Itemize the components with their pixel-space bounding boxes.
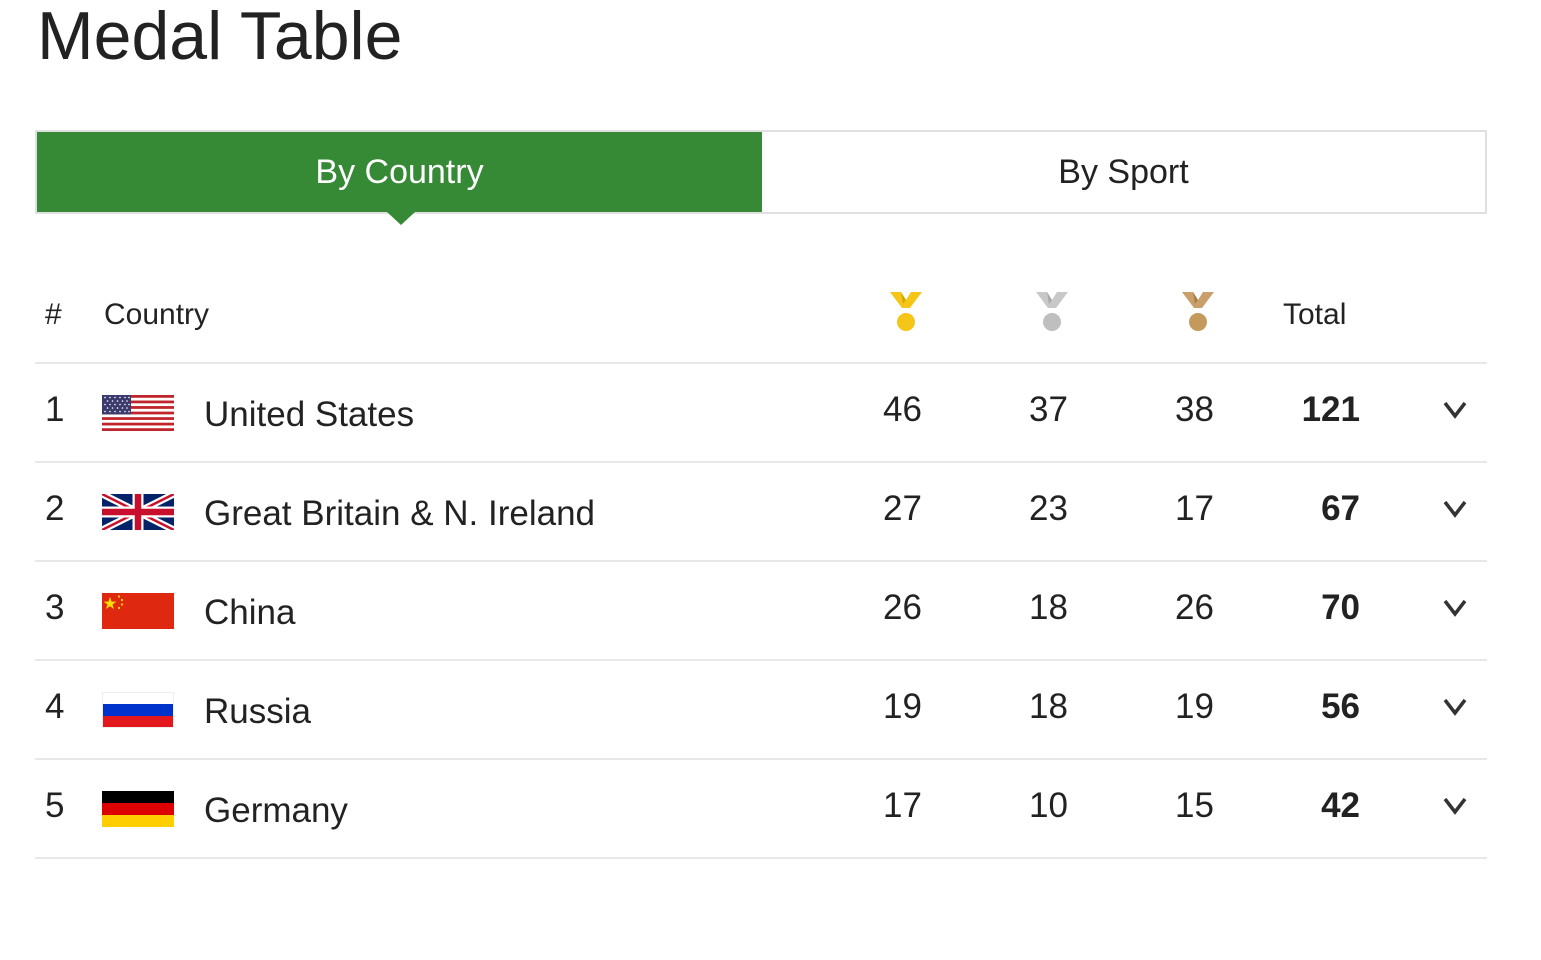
- silver-count: 23: [1029, 488, 1068, 528]
- total-count: 56: [1321, 686, 1360, 726]
- ru-flag-icon: [102, 691, 174, 728]
- expand-button[interactable]: [1435, 658, 1475, 755]
- chevron-down-icon: [1443, 599, 1467, 617]
- rank: 5: [45, 785, 65, 825]
- country-name: Russia: [204, 691, 311, 731]
- flag-cell: [102, 364, 176, 461]
- bronze-count: 38: [1175, 389, 1214, 429]
- expand-button[interactable]: [1435, 757, 1475, 854]
- header-silver: [1004, 268, 1099, 362]
- tab-by-sport[interactable]: By Sport: [762, 132, 1485, 212]
- flag-cell: [102, 661, 176, 758]
- bronze-count: 17: [1175, 488, 1214, 528]
- silver-medal-icon: [1035, 292, 1068, 331]
- country-name: Germany: [204, 790, 348, 830]
- expand-button[interactable]: [1435, 559, 1475, 656]
- tab-by-sport-label: By Sport: [1058, 152, 1189, 191]
- silver-count: 18: [1029, 686, 1068, 726]
- total-count: 121: [1301, 389, 1360, 429]
- expand-button[interactable]: [1435, 361, 1475, 458]
- country-name: China: [204, 592, 296, 632]
- medal-table: # Country Total 1: [35, 268, 1487, 859]
- cn-flag-icon: [102, 592, 174, 629]
- rank: 1: [45, 389, 65, 429]
- gold-count: 26: [883, 587, 922, 627]
- bronze-medal-icon: [1181, 292, 1214, 331]
- gold-count: 19: [883, 686, 922, 726]
- bronze-count: 26: [1175, 587, 1214, 627]
- chevron-down-icon: [1443, 500, 1467, 518]
- header-rank: #: [45, 298, 62, 331]
- active-tab-pointer: [387, 212, 415, 225]
- table-row[interactable]: 4 Russia 19 18 19 56: [35, 661, 1487, 760]
- header-total: Total: [1283, 298, 1347, 331]
- gold-count: 17: [883, 785, 922, 825]
- gb-flag-icon: [102, 493, 174, 530]
- expand-button[interactable]: [1435, 460, 1475, 557]
- chevron-down-icon: [1443, 401, 1467, 419]
- gold-medal-icon: [889, 292, 922, 331]
- tab-by-country-label: By Country: [315, 152, 484, 191]
- rank: 3: [45, 587, 65, 627]
- silver-count: 10: [1029, 785, 1068, 825]
- page-title: Medal Table: [37, 0, 403, 74]
- us-flag-icon: [102, 394, 174, 431]
- table-row[interactable]: 3 China 26 18 26 70: [35, 562, 1487, 661]
- header-country: Country: [104, 298, 210, 331]
- de-flag-icon: [102, 790, 174, 827]
- flag-cell: [102, 760, 176, 857]
- table-row[interactable]: 5 Germany 17 10 15 42: [35, 760, 1487, 859]
- bronze-count: 19: [1175, 686, 1214, 726]
- header-gold: [858, 268, 953, 362]
- flag-cell: [102, 562, 176, 659]
- chevron-down-icon: [1443, 698, 1467, 716]
- total-count: 70: [1321, 587, 1360, 627]
- view-tabs: By Country By Sport: [35, 130, 1487, 225]
- tab-by-country[interactable]: By Country: [37, 132, 762, 225]
- table-header: # Country Total: [35, 268, 1487, 364]
- flag-cell: [102, 463, 176, 560]
- bronze-count: 15: [1175, 785, 1214, 825]
- chevron-down-icon: [1443, 797, 1467, 815]
- gold-count: 46: [883, 389, 922, 429]
- rank: 4: [45, 686, 65, 726]
- silver-count: 18: [1029, 587, 1068, 627]
- silver-count: 37: [1029, 389, 1068, 429]
- rank: 2: [45, 488, 65, 528]
- country-name: Great Britain & N. Ireland: [204, 493, 595, 533]
- total-count: 42: [1321, 785, 1360, 825]
- country-name: United States: [204, 394, 415, 434]
- gold-count: 27: [883, 488, 922, 528]
- total-count: 67: [1321, 488, 1360, 528]
- table-row[interactable]: 1 United States: [35, 364, 1487, 463]
- table-row[interactable]: 2 Great Britain & N. Ireland 27 23 17 67: [35, 463, 1487, 562]
- header-bronze: [1150, 268, 1245, 362]
